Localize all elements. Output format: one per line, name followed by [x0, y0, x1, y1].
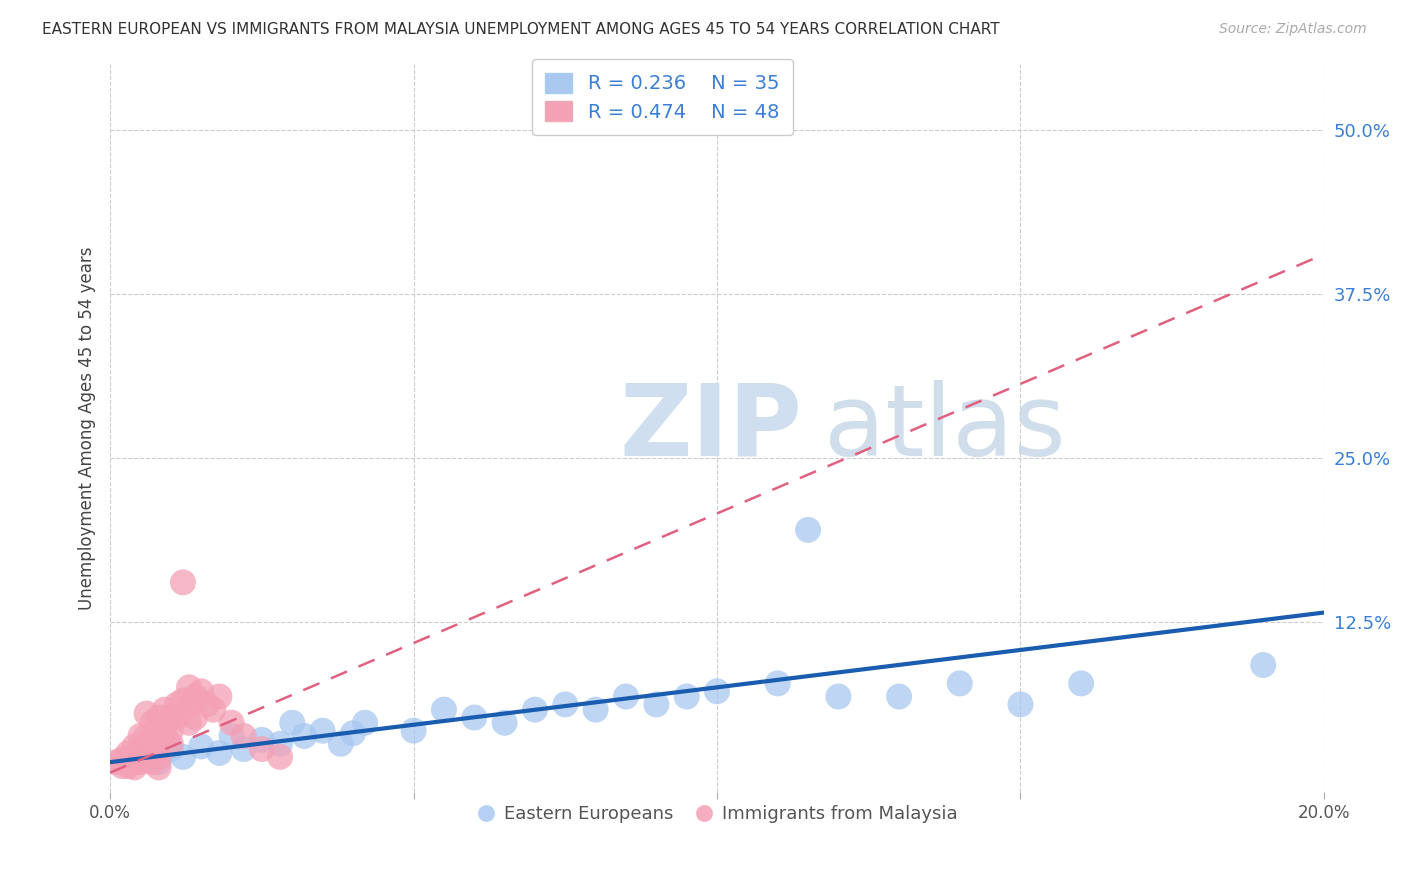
Point	[202, 703, 225, 717]
Point	[208, 690, 231, 704]
Point	[129, 755, 152, 769]
Y-axis label: Unemployment Among Ages 45 to 54 years: Unemployment Among Ages 45 to 54 years	[79, 246, 96, 610]
Text: EASTERN EUROPEAN VS IMMIGRANTS FROM MALAYSIA UNEMPLOYMENT AMONG AGES 45 TO 54 YE: EASTERN EUROPEAN VS IMMIGRANTS FROM MALA…	[42, 22, 1000, 37]
Point	[1010, 698, 1032, 712]
Point	[148, 760, 170, 774]
Point	[827, 690, 849, 704]
Point	[208, 746, 231, 760]
Point	[124, 760, 146, 774]
Point	[160, 737, 183, 751]
Point	[172, 750, 194, 764]
Point	[117, 746, 139, 760]
Point	[184, 710, 207, 724]
Point	[195, 698, 218, 712]
Point	[232, 729, 254, 743]
Point	[160, 723, 183, 738]
Text: ZIP: ZIP	[620, 380, 803, 476]
Point	[797, 523, 820, 537]
Point	[124, 739, 146, 754]
Point	[190, 739, 212, 754]
Point	[142, 715, 165, 730]
Point	[160, 710, 183, 724]
Point	[433, 703, 456, 717]
Point	[148, 737, 170, 751]
Point	[153, 715, 176, 730]
Point	[329, 737, 352, 751]
Point	[311, 723, 333, 738]
Point	[523, 703, 546, 717]
Point	[190, 684, 212, 698]
Point	[766, 676, 789, 690]
Point	[269, 750, 291, 764]
Point	[129, 729, 152, 743]
Point	[585, 703, 607, 717]
Point	[135, 706, 157, 721]
Point	[129, 742, 152, 756]
Point	[1070, 676, 1092, 690]
Point	[177, 715, 200, 730]
Point	[645, 698, 668, 712]
Point	[160, 742, 183, 756]
Point	[706, 684, 728, 698]
Point	[281, 715, 304, 730]
Point	[166, 710, 188, 724]
Point	[117, 752, 139, 766]
Point	[172, 575, 194, 590]
Point	[177, 681, 200, 695]
Legend: Eastern Europeans, Immigrants from Malaysia: Eastern Europeans, Immigrants from Malay…	[470, 798, 965, 830]
Point	[232, 742, 254, 756]
Point	[142, 747, 165, 762]
Point	[105, 755, 128, 769]
Text: atlas: atlas	[824, 380, 1066, 476]
Point	[148, 750, 170, 764]
Point	[142, 729, 165, 743]
Point	[221, 729, 243, 743]
Point	[342, 726, 364, 740]
Point	[111, 752, 134, 766]
Point	[250, 742, 273, 756]
Point	[135, 729, 157, 743]
Point	[554, 698, 576, 712]
Text: Source: ZipAtlas.com: Source: ZipAtlas.com	[1219, 22, 1367, 37]
Point	[153, 729, 176, 743]
Point	[111, 759, 134, 773]
Point	[221, 715, 243, 730]
Point	[402, 723, 425, 738]
Point	[292, 729, 315, 743]
Point	[1251, 658, 1274, 673]
Point	[887, 690, 910, 704]
Point	[494, 715, 516, 730]
Point	[148, 723, 170, 738]
Point	[177, 698, 200, 712]
Point	[153, 703, 176, 717]
Point	[124, 755, 146, 769]
Point	[135, 742, 157, 756]
Point	[269, 737, 291, 751]
Point	[117, 759, 139, 773]
Point	[184, 690, 207, 704]
Point	[250, 732, 273, 747]
Point	[148, 755, 170, 769]
Point	[142, 755, 165, 769]
Point	[172, 693, 194, 707]
Point	[463, 710, 485, 724]
Point	[949, 676, 972, 690]
Point	[675, 690, 697, 704]
Point	[354, 715, 377, 730]
Point	[614, 690, 637, 704]
Point	[166, 698, 188, 712]
Point	[148, 710, 170, 724]
Point	[129, 750, 152, 764]
Point	[148, 729, 170, 743]
